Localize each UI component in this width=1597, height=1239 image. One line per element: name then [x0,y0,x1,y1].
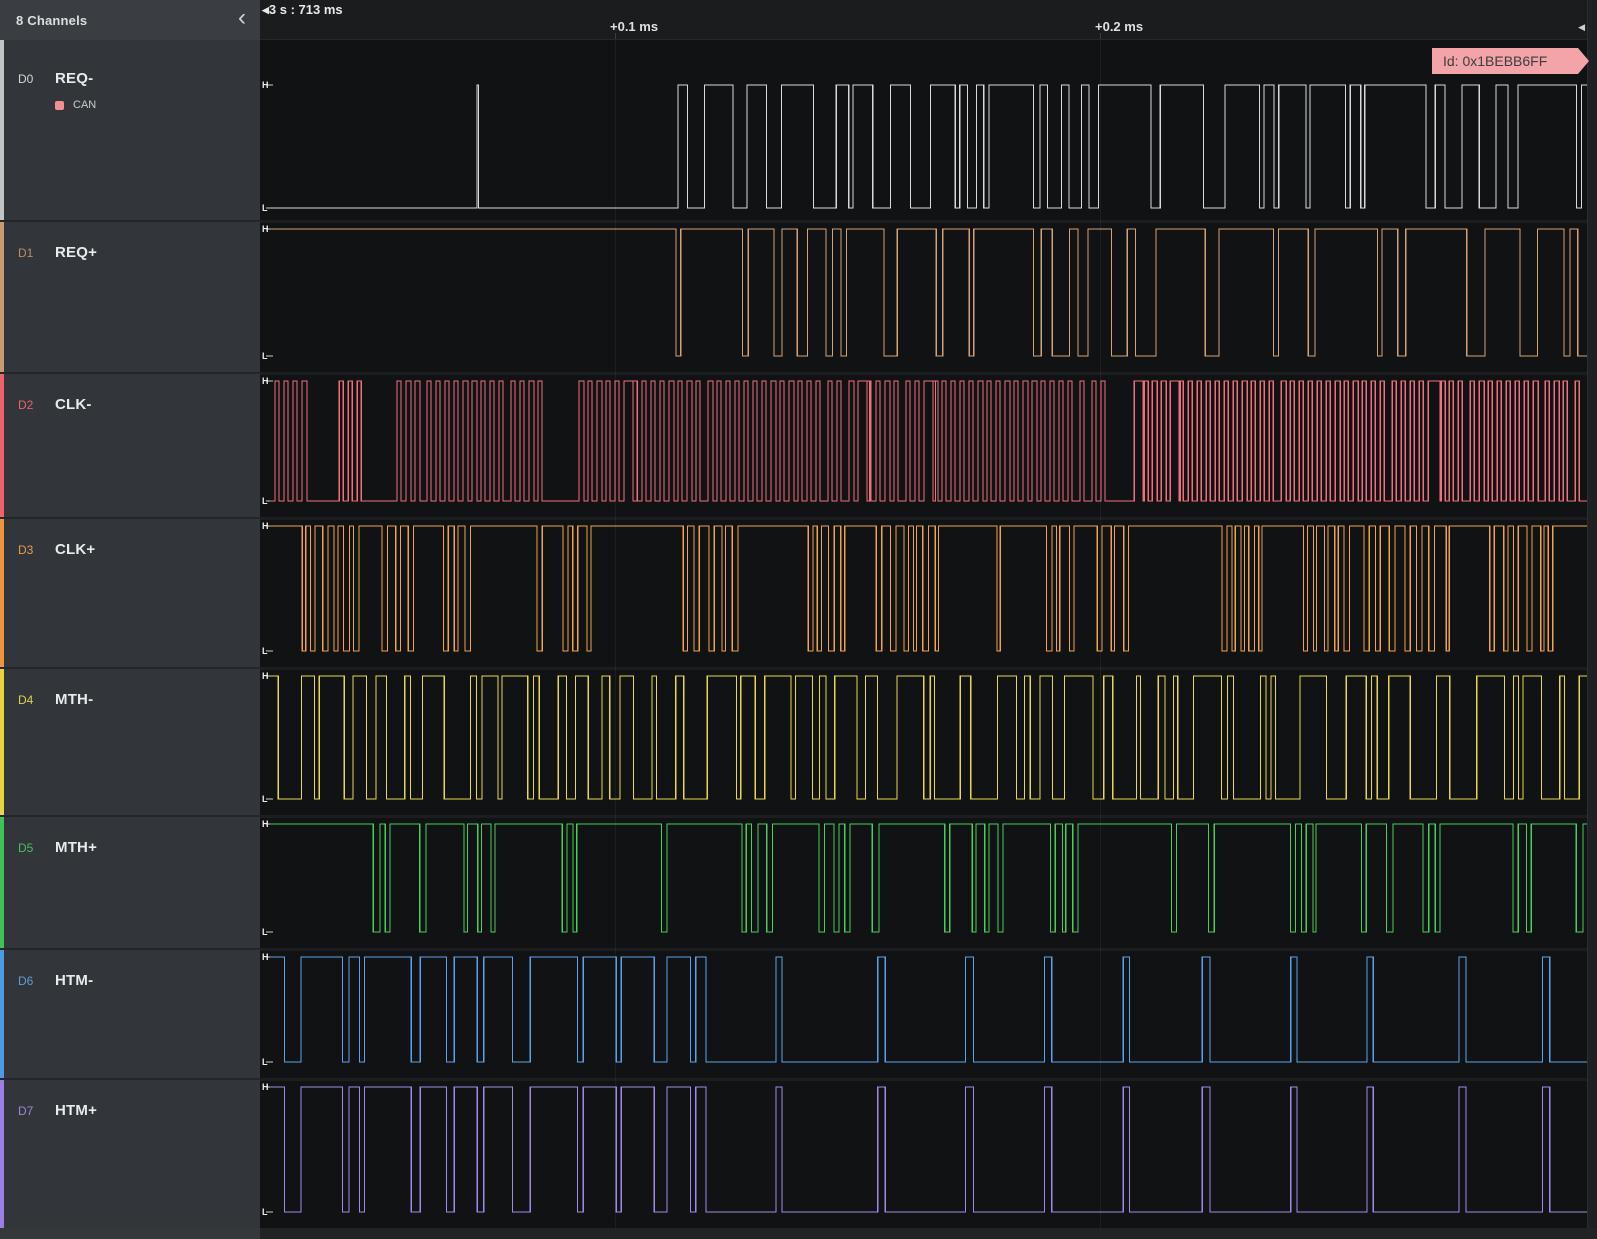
collapse-panel-icon[interactable]: ‹ [238,8,246,28]
high-level-label: H [262,224,269,234]
channel-row-d6[interactable]: D6HTM- [0,948,260,1078]
channel-row-d5[interactable]: D5MTH+ [0,815,260,948]
low-level-label: L [262,794,268,804]
high-level-label: H [262,671,269,681]
high-level-label: H [262,1082,269,1092]
channels-panel-header: 8 Channels ‹ [0,0,260,40]
high-level-label: H [262,952,269,962]
channel-name-label: CLK- [55,396,92,413]
timeline-anchor: ◀3 s : 713 ms [262,2,343,17]
waveform-track-d5[interactable]: HL [260,815,1597,948]
timeline-edge-marker-icon: ◀ [1578,22,1585,33]
low-level-label: L [262,1057,268,1067]
waveform-track-d1[interactable]: HL [260,220,1597,372]
timeline-ruler[interactable]: ◀3 s : 713 ms ◀ +0.1 ms+0.2 ms [260,0,1597,40]
channel-name-label: HTM+ [55,1102,97,1119]
low-level-label: L [262,203,268,213]
time-tick-label: +0.1 ms [610,19,658,34]
analyzer-name-label: CAN [73,99,96,111]
high-level-label: H [262,521,269,531]
time-gridline [615,40,616,1228]
channel-name-label: MTH- [55,691,93,708]
vertical-scrollbar[interactable] [1587,0,1597,1228]
time-tick-mark [615,33,616,39]
channel-id-label: D4 [18,693,55,707]
low-level-label: L [262,351,268,361]
waveform-track-d7[interactable]: HL [260,1078,1597,1228]
low-level-label: L [262,496,268,506]
time-tick-label: +0.2 ms [1095,19,1143,34]
horizontal-scrollbar[interactable] [0,1228,1597,1239]
low-level-label: L [262,1207,268,1217]
analyzer-color-icon [55,101,64,110]
timeline-anchor-label: 3 s : 713 ms [269,2,343,17]
digital-waveform [260,951,1597,1078]
digital-waveform [260,223,1597,372]
waveform-track-d0[interactable]: HL [260,40,1597,220]
waveform-track-d2[interactable]: HL [260,372,1597,517]
channel-id-label: D6 [18,974,55,988]
channel-row-d0[interactable]: D0REQ- CAN [0,40,260,220]
channel-row-d1[interactable]: D1REQ+ [0,220,260,372]
can-frame-id-badge[interactable]: Id: 0x1BEBB6FF [1432,48,1589,74]
channel-color-stripe [0,222,4,372]
channel-id-label: D3 [18,543,55,557]
channel-id-label: D2 [18,398,55,412]
channel-row-d3[interactable]: D3CLK+ [0,517,260,667]
channel-row-d7[interactable]: D7HTM+ [0,1078,260,1228]
channel-id-label: D7 [18,1104,55,1118]
channel-name-label: CLK+ [55,541,95,558]
channels-sidebar: D0REQ-CAND1REQ+D2CLK-D3CLK+D4MTH-D5MTH+D… [0,40,260,1228]
digital-waveform [260,40,1597,220]
high-level-label: H [262,376,269,386]
channel-name-label: REQ- [55,70,93,87]
waveform-track-d4[interactable]: HL [260,667,1597,815]
channel-color-stripe [0,374,4,517]
channel-color-stripe [0,519,4,667]
channel-color-stripe [0,40,4,220]
high-level-label: H [262,80,269,90]
time-gridline [1100,40,1101,1228]
digital-waveform [260,1081,1597,1228]
digital-waveform [260,520,1597,667]
digital-waveform [260,375,1597,517]
channel-name-label: MTH+ [55,839,97,856]
digital-waveform [260,670,1597,815]
channel-name-label: HTM- [55,972,93,989]
waveform-track-d6[interactable]: HL [260,948,1597,1078]
low-level-label: L [262,927,268,937]
channel-color-stripe [0,817,4,948]
anchor-arrow-icon: ◀ [262,5,269,16]
channel-color-stripe [0,1080,4,1228]
channel-color-stripe [0,950,4,1078]
channel-name-label: REQ+ [55,244,97,261]
channel-id-label: D0 [18,72,55,86]
analyzer-chip-can[interactable]: CAN [55,99,260,111]
channel-row-d4[interactable]: D4MTH- [0,667,260,815]
channel-id-label: D5 [18,841,55,855]
scrollbar-corner [0,1228,260,1239]
channel-id-label: D1 [18,246,55,260]
waveform-track-d3[interactable]: HL [260,517,1597,667]
logic-analyzer-app: 8 Channels ‹ ◀3 s : 713 ms ◀ +0.1 ms+0.2… [0,0,1597,1239]
digital-waveform [260,818,1597,948]
time-tick-mark [1100,33,1101,39]
high-level-label: H [262,819,269,829]
channel-color-stripe [0,669,4,815]
channel-row-d2[interactable]: D2CLK- [0,372,260,517]
waveform-viewport[interactable]: HLHLHLHLHLHLHLHL [260,40,1597,1228]
channels-count-label: 8 Channels [16,13,87,28]
low-level-label: L [262,646,268,656]
